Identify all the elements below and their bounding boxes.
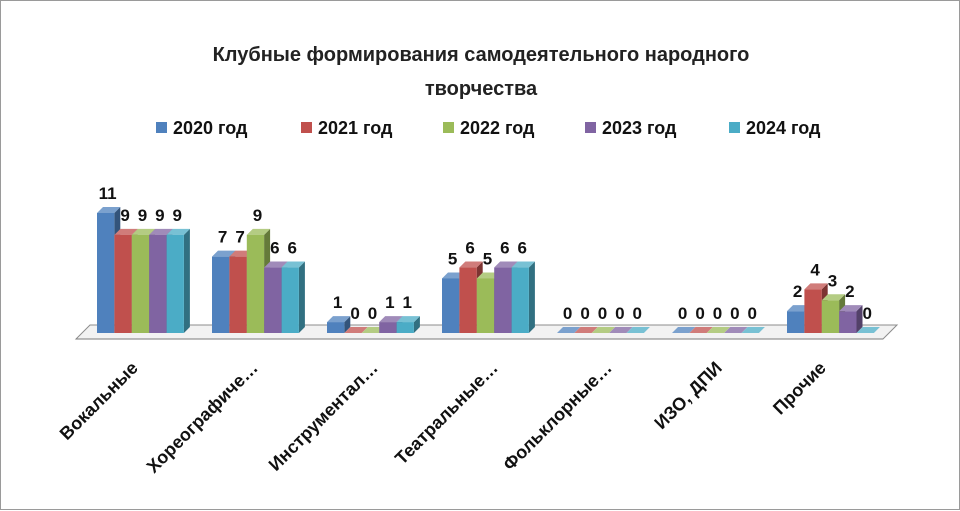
bars (97, 207, 880, 333)
value-label-5-0: 0 (678, 304, 687, 323)
bar-5-4 (741, 327, 765, 333)
bar-2-0 (327, 316, 351, 333)
bar-4-2 (591, 327, 616, 333)
value-label-0-4: 9 (173, 206, 182, 225)
value-label-4-0: 0 (563, 304, 572, 323)
value-label-0-2: 9 (138, 206, 147, 225)
legend: 2020 год 2021 год 2022 год 2023 год 2024 год (156, 118, 821, 138)
value-label-2-0: 1 (333, 293, 342, 312)
legend-label-0: 2020 год (173, 118, 248, 138)
bar-5-3 (724, 327, 748, 333)
bar-4-0 (557, 327, 581, 333)
chart-title: Клубные формирования самодеятельного нар… (213, 44, 750, 100)
value-label-3-0: 5 (448, 249, 457, 268)
category-label-3: Театральные… (391, 358, 502, 469)
category-label-4: Фольклорные… (499, 358, 616, 475)
value-label-6-4: 0 (863, 304, 872, 323)
category-labels: Вокальные Хореографиче… Инструментал… Театр… (56, 358, 830, 477)
bar-2-4 (396, 316, 420, 333)
value-label-3-3: 6 (500, 239, 509, 258)
bar-5-1 (689, 327, 713, 333)
bar-5-0 (672, 327, 696, 333)
legend-swatch-1 (301, 122, 312, 133)
bar-2-1 (344, 327, 368, 333)
value-label-2-3: 1 (385, 293, 394, 312)
chart-title-line-2: творчества (425, 78, 538, 100)
bar-0-4 (166, 228, 190, 333)
value-label-1-1: 7 (235, 228, 244, 247)
value-label-1-4: 6 (288, 239, 297, 258)
value-label-6-3: 2 (845, 282, 854, 301)
value-label-1-2: 9 (253, 206, 262, 225)
legend-label-1: 2021 год (318, 118, 393, 138)
value-label-2-4: 1 (403, 293, 412, 312)
value-label-6-2: 3 (828, 271, 837, 290)
category-label-6: Прочие (769, 358, 830, 419)
value-label-4-3: 0 (615, 304, 624, 323)
value-label-3-1: 6 (465, 239, 474, 258)
value-label-6-1: 4 (810, 260, 820, 279)
legend-swatch-3 (585, 122, 596, 133)
bar-3-4 (511, 261, 535, 333)
bar-6-3 (839, 305, 863, 333)
value-label-3-4: 6 (518, 239, 527, 258)
bar-4-3 (609, 327, 633, 333)
value-label-5-2: 0 (713, 304, 722, 323)
value-label-5-3: 0 (730, 304, 739, 323)
category-label-0: Вокальные (56, 358, 142, 444)
bar-4-4 (626, 327, 650, 333)
value-label-6-0: 2 (793, 282, 802, 301)
value-label-5-4: 0 (748, 304, 757, 323)
legend-label-2: 2022 год (460, 118, 535, 138)
value-label-0-0: 11 (99, 184, 117, 203)
bar-5-2 (706, 327, 731, 333)
category-label-2: Инструментал… (265, 358, 382, 475)
value-label-0-1: 9 (120, 206, 129, 225)
value-label-1-3: 6 (270, 239, 279, 258)
value-label-0-3: 9 (155, 206, 164, 225)
category-label-1: Хореографиче… (143, 358, 262, 477)
category-label-5: ИЗО, ДПИ (650, 358, 725, 433)
value-label-5-1: 0 (695, 304, 704, 323)
bar-1-4 (281, 261, 305, 333)
value-label-2-2: 0 (368, 304, 377, 323)
legend-swatch-0 (156, 122, 167, 133)
value-label-4-4: 0 (633, 304, 642, 323)
value-label-2-1: 0 (350, 304, 359, 323)
value-label-1-0: 7 (218, 228, 227, 247)
legend-swatch-4 (729, 122, 740, 133)
legend-label-4: 2024 год (746, 118, 821, 138)
legend-swatch-2 (443, 122, 454, 133)
value-label-4-2: 0 (598, 304, 607, 323)
legend-label-3: 2023 год (602, 118, 677, 138)
bar-6-4 (856, 327, 880, 333)
bar-4-1 (574, 327, 598, 333)
chart-title-line-1: Клубные формирования самодеятельного нар… (213, 44, 750, 66)
value-label-3-2: 5 (483, 249, 492, 268)
value-label-4-1: 0 (580, 304, 589, 323)
